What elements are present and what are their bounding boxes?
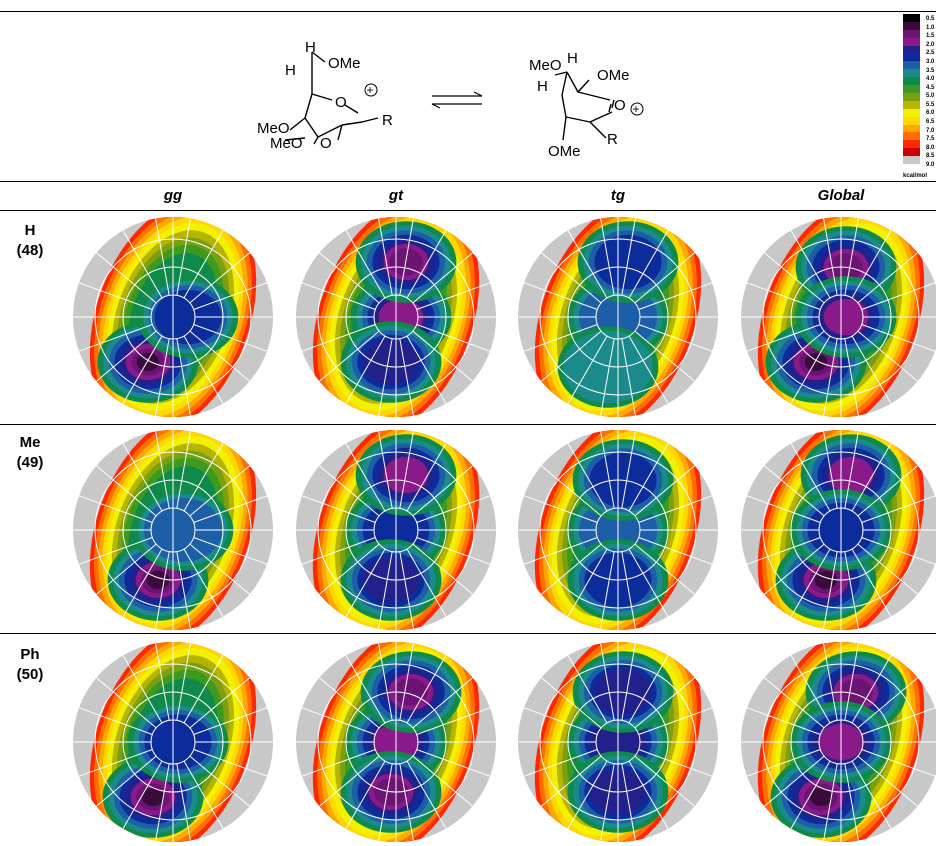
scheme-left-h-side: H bbox=[285, 62, 296, 79]
energy-map-me-gg bbox=[73, 430, 273, 630]
legend-swatch bbox=[903, 124, 920, 133]
row-label-h-number: (48) bbox=[16, 242, 44, 259]
energy-map-h-gt bbox=[296, 217, 496, 417]
column-header-gt: gt bbox=[388, 187, 404, 204]
row-label-ph: Ph (50) bbox=[10, 645, 50, 685]
legend-swatch bbox=[903, 69, 920, 78]
scheme-left-o-c2: O bbox=[320, 135, 332, 152]
row-label-h: H (48) bbox=[10, 221, 50, 261]
legend-tick-label: 8.0 bbox=[926, 144, 935, 151]
legend-swatch bbox=[903, 148, 920, 157]
legend-unit-label: kcal/mol bbox=[903, 173, 928, 179]
column-header-global: Global bbox=[817, 187, 865, 204]
energy-map-h-global bbox=[741, 217, 936, 417]
header-rule-bottom bbox=[0, 210, 936, 211]
legend-swatch bbox=[903, 21, 920, 31]
legend-tick-label: 2.5 bbox=[926, 50, 935, 57]
legend-tick-label: 3.0 bbox=[926, 58, 935, 65]
top-rule bbox=[0, 11, 936, 12]
legend-tick-label: 4.0 bbox=[926, 76, 935, 83]
legend-swatch bbox=[903, 29, 920, 39]
legend-swatch bbox=[903, 140, 920, 149]
scheme-left-r: R bbox=[382, 112, 393, 129]
scheme-left-meo-c4: MeO bbox=[257, 120, 290, 137]
energy-map-me-gt bbox=[296, 430, 496, 630]
row-rule-2 bbox=[0, 633, 936, 634]
legend-swatch bbox=[903, 132, 920, 141]
legend-tick-label: 7.5 bbox=[926, 136, 935, 143]
legend-swatch bbox=[903, 77, 920, 86]
legend-swatch bbox=[903, 156, 920, 165]
legend-swatch bbox=[903, 53, 920, 62]
scheme-left-meo-c3: MeO bbox=[270, 135, 303, 152]
header-rule-top bbox=[0, 181, 936, 182]
row-label-me-name: Me bbox=[19, 434, 41, 451]
energy-map-me-global bbox=[741, 430, 936, 630]
scheme-right-charge: + bbox=[633, 102, 640, 116]
scheme-right-h-top: H bbox=[567, 50, 578, 67]
legend-tick-label: 6.0 bbox=[926, 110, 935, 117]
legend-tick-label: 9.0 bbox=[926, 162, 935, 168]
energy-map-h-tg bbox=[518, 217, 718, 417]
legend-tick-label: 7.0 bbox=[926, 127, 935, 134]
legend-swatch bbox=[903, 61, 920, 70]
legend-tick-label: 1.5 bbox=[926, 33, 935, 40]
row-label-ph-number: (50) bbox=[16, 666, 44, 683]
column-header-gg: gg bbox=[163, 187, 183, 204]
legend-swatch bbox=[903, 45, 920, 54]
scheme-right-o-carbonyl: O bbox=[614, 97, 626, 114]
energy-map-h-gg bbox=[73, 217, 273, 417]
legend-tick-label: 8.5 bbox=[926, 153, 935, 160]
equilibrium-arrows bbox=[431, 91, 483, 109]
column-header-tg: tg bbox=[610, 187, 626, 204]
legend-tick-label: 1.0 bbox=[926, 24, 935, 31]
scheme-left-charge: + bbox=[367, 83, 374, 97]
row-label-ph-name: Ph bbox=[20, 646, 40, 663]
reaction-scheme: H H OMe O + R MeO MeO O MeO H H OMe O + … bbox=[257, 39, 644, 160]
scheme-left-h-top: H bbox=[305, 39, 316, 56]
scheme-right-r: R bbox=[607, 131, 618, 148]
legend-tick-label: 2.0 bbox=[926, 41, 935, 48]
legend-swatch bbox=[903, 14, 920, 23]
legend-tick-label: 4.5 bbox=[926, 84, 935, 91]
legend-tick-label: 5.5 bbox=[926, 101, 935, 108]
scheme-right-ome-c6: OMe bbox=[597, 67, 630, 84]
legend-swatch bbox=[903, 37, 920, 47]
legend-tick-label: 5.0 bbox=[926, 93, 935, 100]
row-label-me-number: (49) bbox=[16, 454, 44, 471]
scheme-right-ome-bottom: OMe bbox=[548, 143, 581, 160]
energy-map-ph-global bbox=[741, 642, 936, 842]
legend-tick-label: 0.5 bbox=[926, 16, 935, 22]
energy-map-ph-tg bbox=[518, 642, 718, 842]
row-label-h-name: H bbox=[24, 222, 36, 239]
legend-swatch bbox=[903, 116, 920, 126]
legend-swatch bbox=[903, 92, 920, 102]
scheme-left-ring-o: O bbox=[335, 94, 347, 111]
legend-tick-label: 6.5 bbox=[926, 119, 935, 126]
scheme-right-h-left: H bbox=[537, 78, 548, 95]
energy-map-ph-gg bbox=[73, 642, 273, 842]
energy-map-ph-gt bbox=[296, 642, 496, 842]
row-rule-1 bbox=[0, 424, 936, 425]
scheme-left-ome-top: OMe bbox=[328, 55, 361, 72]
legend-swatch bbox=[903, 108, 920, 118]
legend-tick-label: 3.5 bbox=[926, 67, 935, 74]
legend-swatch bbox=[903, 85, 920, 94]
scheme-right-meo-top: MeO bbox=[529, 57, 562, 74]
legend-swatch bbox=[903, 100, 920, 110]
energy-map-me-tg bbox=[518, 430, 718, 630]
row-label-me: Me (49) bbox=[10, 433, 50, 473]
